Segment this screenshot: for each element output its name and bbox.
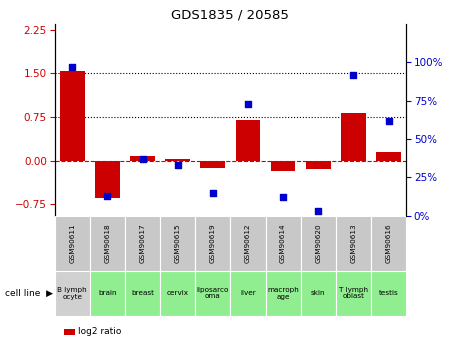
FancyBboxPatch shape xyxy=(371,216,406,271)
FancyBboxPatch shape xyxy=(55,271,90,316)
Text: liver: liver xyxy=(240,290,256,296)
FancyBboxPatch shape xyxy=(90,271,125,316)
FancyBboxPatch shape xyxy=(336,216,371,271)
Text: cervix: cervix xyxy=(167,290,189,296)
Bar xyxy=(95,160,120,198)
Text: GSM90613: GSM90613 xyxy=(351,224,356,263)
Bar xyxy=(236,120,260,160)
Text: GSM90611: GSM90611 xyxy=(69,224,75,263)
Text: GSM90618: GSM90618 xyxy=(104,224,110,263)
FancyBboxPatch shape xyxy=(55,216,90,271)
FancyBboxPatch shape xyxy=(336,271,371,316)
Bar xyxy=(306,160,331,169)
Text: cell line  ▶: cell line ▶ xyxy=(5,289,53,298)
FancyBboxPatch shape xyxy=(301,216,336,271)
FancyBboxPatch shape xyxy=(195,271,230,316)
Point xyxy=(209,190,217,195)
Point xyxy=(104,193,111,198)
Text: liposarco
oma: liposarco oma xyxy=(197,287,229,299)
Point xyxy=(139,156,146,162)
Text: brain: brain xyxy=(98,290,116,296)
Point xyxy=(68,64,76,70)
Bar xyxy=(60,71,85,160)
FancyBboxPatch shape xyxy=(230,271,266,316)
Point xyxy=(244,101,252,107)
FancyBboxPatch shape xyxy=(266,216,301,271)
Bar xyxy=(165,159,190,160)
Bar xyxy=(376,152,401,160)
FancyBboxPatch shape xyxy=(160,271,195,316)
FancyBboxPatch shape xyxy=(266,271,301,316)
Point xyxy=(174,162,181,168)
Text: GSM90617: GSM90617 xyxy=(140,224,145,263)
Text: log2 ratio: log2 ratio xyxy=(78,327,122,336)
Point xyxy=(314,208,322,214)
Point xyxy=(385,118,392,124)
FancyBboxPatch shape xyxy=(195,216,230,271)
Bar xyxy=(271,160,295,171)
Text: GSM90619: GSM90619 xyxy=(210,224,216,263)
FancyBboxPatch shape xyxy=(160,216,195,271)
Text: testis: testis xyxy=(379,290,399,296)
FancyBboxPatch shape xyxy=(125,216,160,271)
Point xyxy=(279,195,287,200)
Text: T lymph
oblast: T lymph oblast xyxy=(339,287,368,299)
Text: GSM90615: GSM90615 xyxy=(175,224,180,263)
Title: GDS1835 / 20585: GDS1835 / 20585 xyxy=(171,9,289,22)
Text: macroph
age: macroph age xyxy=(267,287,299,299)
Text: GSM90620: GSM90620 xyxy=(315,224,321,263)
FancyBboxPatch shape xyxy=(90,216,125,271)
Text: GSM90616: GSM90616 xyxy=(386,224,391,263)
Text: breast: breast xyxy=(131,290,154,296)
FancyBboxPatch shape xyxy=(125,271,160,316)
FancyBboxPatch shape xyxy=(230,216,266,271)
Point xyxy=(350,72,357,78)
Text: skin: skin xyxy=(311,290,325,296)
Bar xyxy=(200,160,225,168)
FancyBboxPatch shape xyxy=(301,271,336,316)
Bar xyxy=(341,113,366,160)
Text: GSM90612: GSM90612 xyxy=(245,224,251,263)
Text: GSM90614: GSM90614 xyxy=(280,224,286,263)
FancyBboxPatch shape xyxy=(371,271,406,316)
Bar xyxy=(130,156,155,160)
Text: B lymph
ocyte: B lymph ocyte xyxy=(57,287,87,299)
